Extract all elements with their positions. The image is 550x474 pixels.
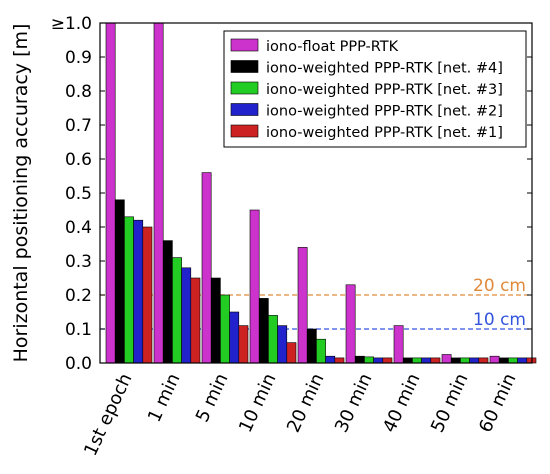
legend-label-1: iono-weighted PPP-RTK [net. #4]	[266, 61, 503, 77]
bar-1-5	[354, 355, 365, 364]
bar-3-5	[373, 357, 384, 364]
bar-1-1	[162, 240, 173, 364]
y-axis-label: Horizontal positioning accuracy [m]	[10, 24, 32, 363]
y-tick-label: 0.7	[65, 116, 92, 136]
x-tick-label: 20 min	[283, 370, 328, 436]
x-tick-label: 40 min	[379, 370, 424, 436]
y-tick-label: 0.9	[65, 48, 92, 68]
legend-swatch-2	[230, 81, 259, 95]
bar-4-1	[190, 277, 201, 364]
y-tick-label: 0.0	[65, 354, 92, 374]
bar-2-2	[220, 294, 230, 364]
bar-2-7	[460, 357, 470, 364]
x-tick-label: 10 min	[235, 370, 280, 436]
bar-2-3	[268, 315, 278, 364]
bar-4-0	[142, 226, 153, 364]
bar-3-1	[181, 267, 192, 364]
bar-3-8	[517, 357, 528, 364]
bar-4-4	[334, 357, 345, 364]
bar-2-8	[508, 357, 518, 364]
x-tick-label: 50 min	[427, 370, 472, 436]
bar-4-5	[382, 357, 393, 364]
legend-box	[223, 30, 527, 148]
x-tick-label: 5 min	[192, 370, 233, 425]
bar-0-0	[105, 22, 116, 364]
bar-0-2	[201, 172, 212, 364]
legend-swatch-1	[230, 60, 259, 73]
x-tick-label: 1st epoch	[80, 370, 136, 459]
y-tick-label: 0.8	[65, 82, 92, 102]
legend-swatch-0	[230, 38, 259, 52]
bar-3-2	[229, 311, 240, 364]
bar-2-0	[124, 216, 134, 364]
bar-3-0	[133, 219, 144, 364]
bar-1-0	[114, 199, 125, 364]
reference-line-label-1: 10 cm	[473, 310, 526, 330]
bar-1-6	[402, 357, 413, 364]
bar-4-6	[430, 357, 441, 364]
bar-1-4	[306, 328, 317, 364]
legend-label-4: iono-weighted PPP-RTK [net. #1]	[266, 125, 503, 141]
bar-4-2	[238, 325, 249, 364]
bar-0-4	[297, 247, 308, 364]
bar-2-6	[412, 357, 422, 364]
legend-swatch-4	[230, 124, 259, 138]
bar-1-8	[498, 357, 509, 364]
bar-3-4	[325, 355, 336, 364]
legend-label-3: iono-weighted PPP-RTK [net. #2]	[266, 104, 503, 120]
bar-4-3	[286, 342, 297, 364]
legend-swatch-3	[230, 103, 259, 116]
y-tick-label: 0.2	[65, 286, 92, 306]
y-tick-label: 0.5	[65, 184, 92, 204]
y-tick-label: 0.4	[65, 218, 92, 238]
y-tick-label: 0.6	[65, 150, 92, 170]
legend-label-0: iono-float PPP-RTK	[266, 39, 399, 55]
bar-0-7	[441, 354, 452, 364]
bar-0-3	[249, 209, 260, 364]
bar-2-1	[172, 257, 182, 364]
y-tick-label: ≥1.0	[51, 14, 92, 34]
legend-label-2: iono-weighted PPP-RTK [net. #3]	[266, 82, 503, 98]
bar-1-3	[258, 298, 269, 364]
bar-0-6	[393, 325, 404, 364]
x-tick-label: 1 min	[144, 370, 185, 425]
bar-2-5	[364, 356, 374, 364]
y-tick-label: 0.1	[65, 320, 92, 340]
bar-2-4	[316, 338, 326, 364]
reference-line-label-0: 20 cm	[473, 276, 526, 296]
bar-3-7	[469, 357, 480, 364]
bar-3-3	[277, 325, 288, 364]
bar-1-7	[450, 357, 461, 364]
x-tick-label: 30 min	[331, 370, 376, 436]
y-tick-label: 0.3	[65, 252, 92, 272]
bar-0-1	[153, 22, 164, 364]
bar-3-6	[421, 357, 432, 364]
bar-0-5	[345, 284, 356, 364]
bar-4-7	[478, 357, 489, 364]
x-tick-label: 60 min	[475, 370, 520, 436]
bar-0-8	[489, 355, 500, 364]
bar-1-2	[210, 277, 221, 364]
